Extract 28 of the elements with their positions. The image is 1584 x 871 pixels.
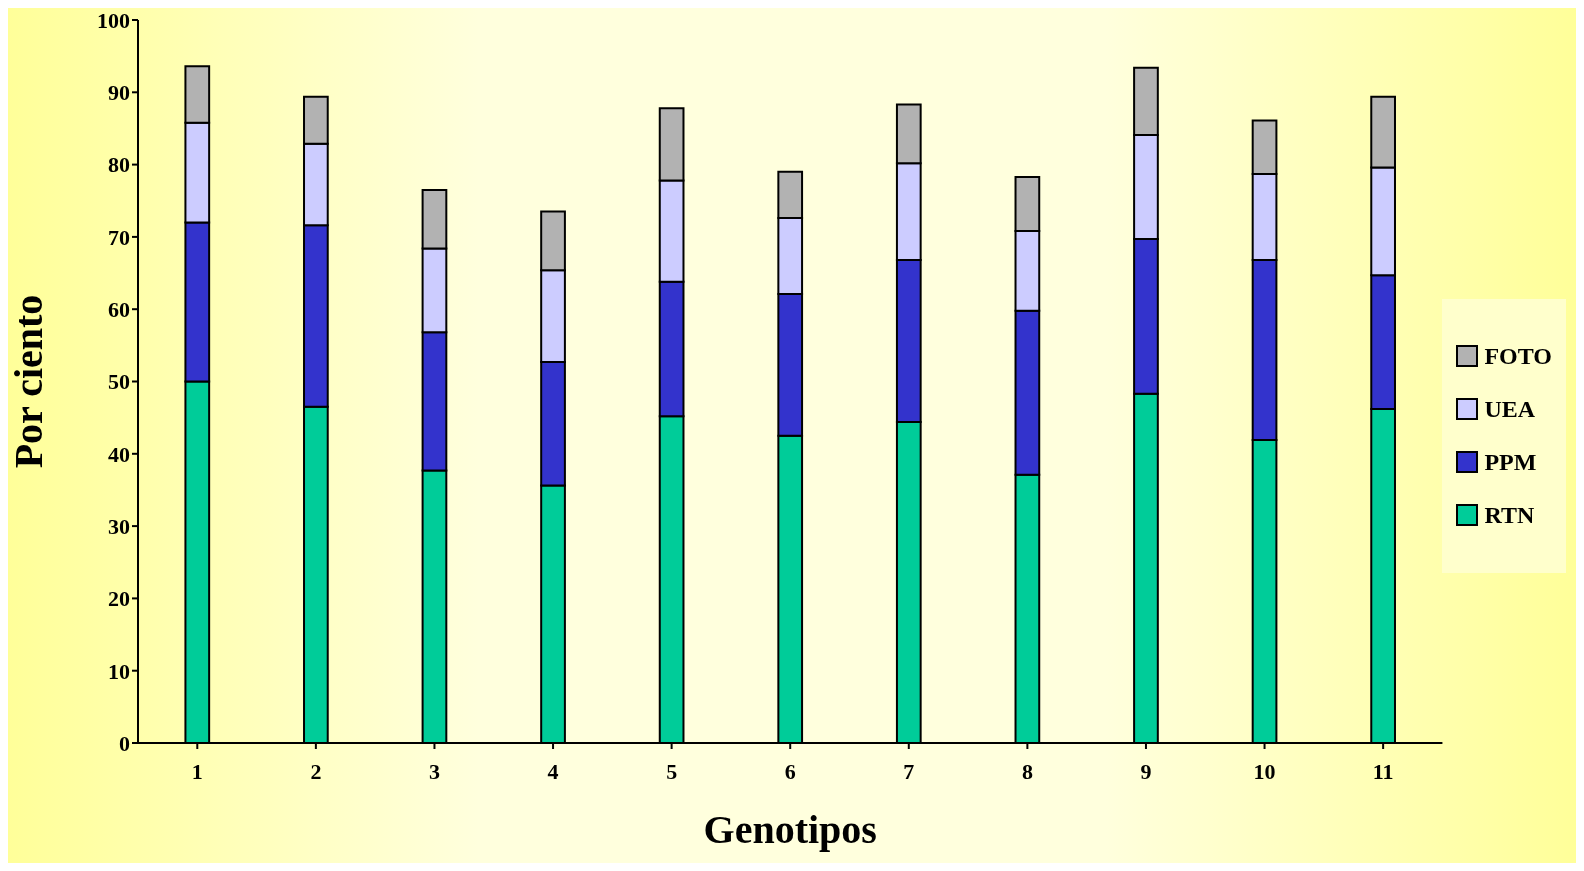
- legend-label: RTN: [1484, 501, 1535, 529]
- x-tick-label: 3: [428, 758, 440, 784]
- y-tick-label: 100: [97, 7, 130, 33]
- y-tick-label: 70: [108, 224, 130, 250]
- y-tick-label: 0: [119, 730, 130, 756]
- y-tick-label: 10: [108, 658, 130, 684]
- y-tick-label: 60: [108, 297, 130, 323]
- x-axis-title: Genotipos: [703, 807, 877, 852]
- x-tick-label: 8: [1021, 758, 1033, 784]
- x-tick-label: 4: [547, 758, 559, 784]
- x-tick-label: 10: [1253, 758, 1276, 784]
- y-tick-label: 30: [108, 513, 130, 539]
- x-tick-label: 1: [191, 758, 203, 784]
- x-tick-label: 5: [666, 758, 678, 784]
- y-axis-title: Por ciento: [6, 294, 52, 469]
- y-tick-label: 40: [108, 441, 130, 467]
- x-tick-label: 9: [1140, 758, 1152, 784]
- legend-label: UEA: [1484, 395, 1536, 423]
- x-tick-label: 2: [310, 758, 322, 784]
- y-tick-label: 20: [108, 586, 130, 612]
- legend-label: FOTO: [1484, 342, 1552, 370]
- legend-label: PPM: [1484, 448, 1537, 476]
- x-tick-label: 6: [784, 758, 796, 784]
- x-tick-label: 11: [1372, 758, 1394, 784]
- y-tick-label: 90: [108, 80, 130, 106]
- y-tick-label: 50: [108, 369, 130, 395]
- x-tick-label: 7: [903, 758, 915, 784]
- y-tick-label: 80: [108, 152, 130, 178]
